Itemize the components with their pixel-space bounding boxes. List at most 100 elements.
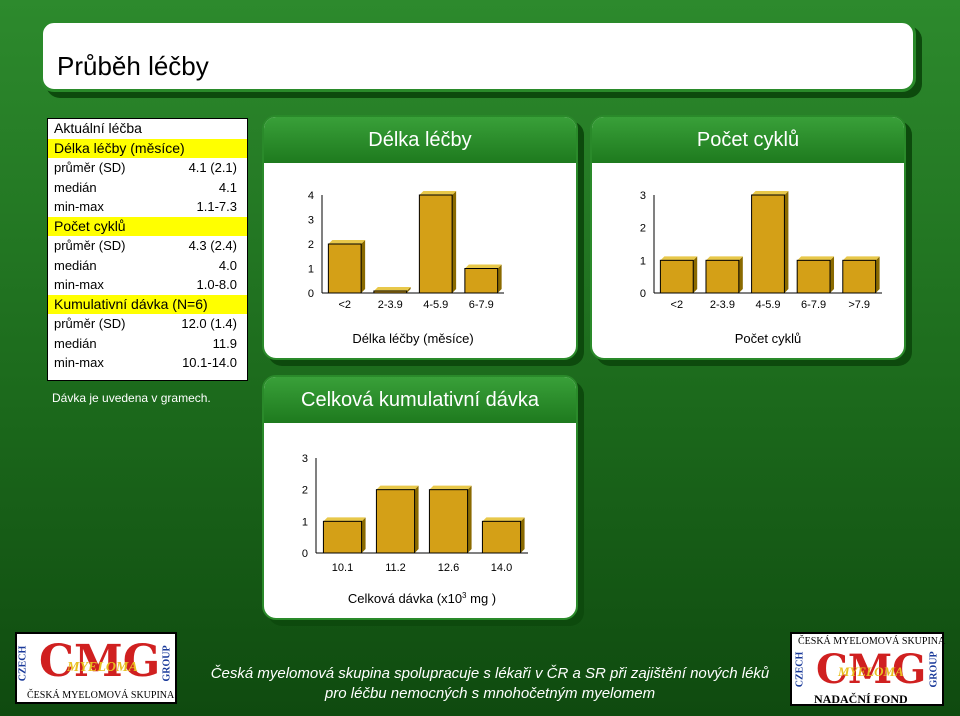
- logo-left-side-left: CZECH: [17, 645, 29, 682]
- x-tick-label: 12.6: [438, 562, 459, 574]
- table-row-label: min-max: [54, 355, 104, 370]
- bar-top: [419, 191, 457, 195]
- footer-line-2: pro léčbu nemocných s mnohočetným myelom…: [324, 685, 656, 702]
- logo-left-side-right: GROUP: [161, 645, 173, 682]
- table-row-label: Aktuální léčba: [54, 120, 142, 136]
- x-tick-label: 4-5.9: [755, 299, 780, 311]
- bar-side: [361, 517, 366, 553]
- bar: [705, 259, 740, 294]
- table-row: min-max 1.1-7.3: [48, 197, 247, 217]
- bar-side: [467, 485, 472, 553]
- table-row-label: min-max: [54, 277, 104, 292]
- chart-panel-duration: Délka léčby 0 1 2 3 4 <2 2-3.9 4-5.9 6-7.9 Délka …: [262, 115, 578, 360]
- table-row: průměr (SD) 4.3 (2.4): [48, 236, 247, 256]
- y-tick-label: 0: [640, 288, 646, 300]
- table-row: medián 4.0: [48, 256, 247, 276]
- table-row: Kumulativní dávka (N=6): [48, 294, 247, 314]
- y-tick-label: 2: [302, 485, 308, 497]
- y-tick-label: 3: [308, 215, 314, 227]
- bar-side: [520, 517, 525, 553]
- chart-cycles: 0 1 2 3 <2 2-3.9 4-5.9 6-7.9 >7.9 Počet cyklů: [640, 190, 882, 346]
- summary-table: Aktuální léčba Délka léčby (měsíce) průměr…: [47, 118, 248, 381]
- y-tick-label: 3: [302, 453, 308, 465]
- bar-top: [660, 256, 698, 261]
- x-tick-label: 11.2: [385, 562, 406, 574]
- y-tick-label: 2: [308, 239, 314, 251]
- bar: [418, 194, 453, 294]
- bar-side: [875, 256, 880, 293]
- x-axis-label-sup: 3: [462, 591, 467, 600]
- bar-side: [784, 191, 789, 293]
- x-tick-label: <2: [671, 299, 684, 311]
- x-tick-label: 10.1: [332, 562, 353, 574]
- table-row: Počet cyklů: [48, 216, 247, 236]
- bar-side: [693, 256, 698, 293]
- cmg-logo-right: ČESKÁ MYELOMOVÁ SKUPINA CZECH CMG MYELOM…: [790, 632, 945, 706]
- x-tick-label: 14.0: [491, 562, 512, 574]
- bar-side: [414, 485, 419, 553]
- bar-side: [738, 256, 743, 293]
- cmg-logo-left: CZECH CMG MYELOMA GROUP ČESKÁ MYELOMOVÁ …: [15, 632, 177, 704]
- y-tick-label: 1: [640, 255, 646, 267]
- chart-title-dose: Celková kumulativní dávka: [264, 377, 576, 423]
- table-row-label: medián: [54, 335, 97, 351]
- table-row: Délka léčby (měsíce): [48, 138, 247, 158]
- y-tick-label: 1: [308, 264, 314, 276]
- table-row-label: Počet cyklů: [54, 217, 126, 234]
- chart-panel-cycles: Počet cyklů 0 1 2 3 <2 2-3.9 4-5.9 6-7.9 >7.9 Poč…: [590, 115, 906, 360]
- logo-right-big: CMG: [816, 646, 927, 693]
- table-row-value: 12.0 (1.4): [181, 316, 237, 331]
- table-row-value: 11.9: [212, 335, 237, 351]
- logo-right-bottom: NADAČNÍ FOND: [814, 692, 908, 706]
- chart-panel-dose: Celková kumulativní dávka 0 1 2 3 10.1 11.2 12…: [262, 375, 578, 620]
- table-row-value: 1.0-8.0: [196, 277, 237, 292]
- bar-side: [361, 240, 366, 293]
- logo-left-word: MYELOMA: [67, 660, 138, 675]
- bar-top: [482, 517, 525, 522]
- bar: [481, 520, 522, 554]
- logo-left-bottom: ČESKÁ MYELOMOVÁ SKUPINA: [27, 690, 175, 701]
- dose-note: Dávka je uvedena v gramech.: [52, 391, 211, 405]
- bar-top: [376, 485, 419, 490]
- bar: [327, 243, 362, 294]
- table-row-label: Kumulativní dávka (N=6): [54, 295, 208, 312]
- x-tick-label: 2-3.9: [710, 299, 735, 311]
- table-row-value: 4.1: [218, 179, 237, 195]
- table-row-value: 10.1-14.0: [182, 355, 237, 370]
- bar-top: [464, 264, 502, 269]
- table-row-value: 4.3 (2.4): [188, 238, 237, 253]
- bar-top: [323, 517, 366, 522]
- table-row: min-max 10.1-14.0: [48, 353, 247, 373]
- table-row-value: 1.1-7.3: [196, 199, 237, 214]
- bar: [464, 268, 499, 294]
- table-row-label: min-max: [54, 199, 104, 214]
- table-row-label: průměr (SD): [54, 160, 126, 175]
- y-tick-label: 4: [308, 190, 314, 202]
- table-row: Aktuální léčba: [48, 119, 247, 139]
- table-row-label: průměr (SD): [54, 316, 126, 331]
- table-row-label: medián: [54, 179, 97, 195]
- bar: [842, 259, 877, 294]
- x-tick-label: 2-3.9: [378, 299, 403, 311]
- chart-title-cycles: Počet cyklů: [592, 117, 904, 163]
- footer-line-1: Česká myelomová skupina spolupracuje s l…: [210, 665, 770, 682]
- bar: [373, 290, 408, 294]
- x-axis-label: Celková dávka (x103 mg ): [348, 591, 496, 606]
- bar: [796, 259, 831, 294]
- table-row: min-max 1.0-8.0: [48, 275, 247, 295]
- y-tick-label: 0: [302, 548, 308, 560]
- footer-text: Česká myelomová skupina spolupracuje s l…: [180, 664, 800, 704]
- table-row-label: medián: [54, 257, 97, 273]
- chart-dose: 0 1 2 3 10.1 11.2 12.6 14.0 Celková dávka (x103 …: [302, 453, 528, 606]
- table-row: medián 11.9: [48, 334, 247, 354]
- x-axis-label-text: Počet cyklů: [735, 331, 801, 346]
- y-axis-label-duration: Počet pacientů: [286, 197, 301, 290]
- logo-right-side-right: GROUP: [928, 651, 940, 688]
- bar-top: [797, 256, 835, 261]
- y-axis-label-cycles: Počet pacientů: [602, 197, 617, 290]
- x-axis-label: Délka léčby (měsíce): [352, 331, 473, 346]
- x-tick-label: 6-7.9: [469, 299, 494, 311]
- bar-side: [497, 264, 502, 293]
- bar-side: [452, 191, 457, 293]
- x-tick-label: <2: [338, 299, 351, 311]
